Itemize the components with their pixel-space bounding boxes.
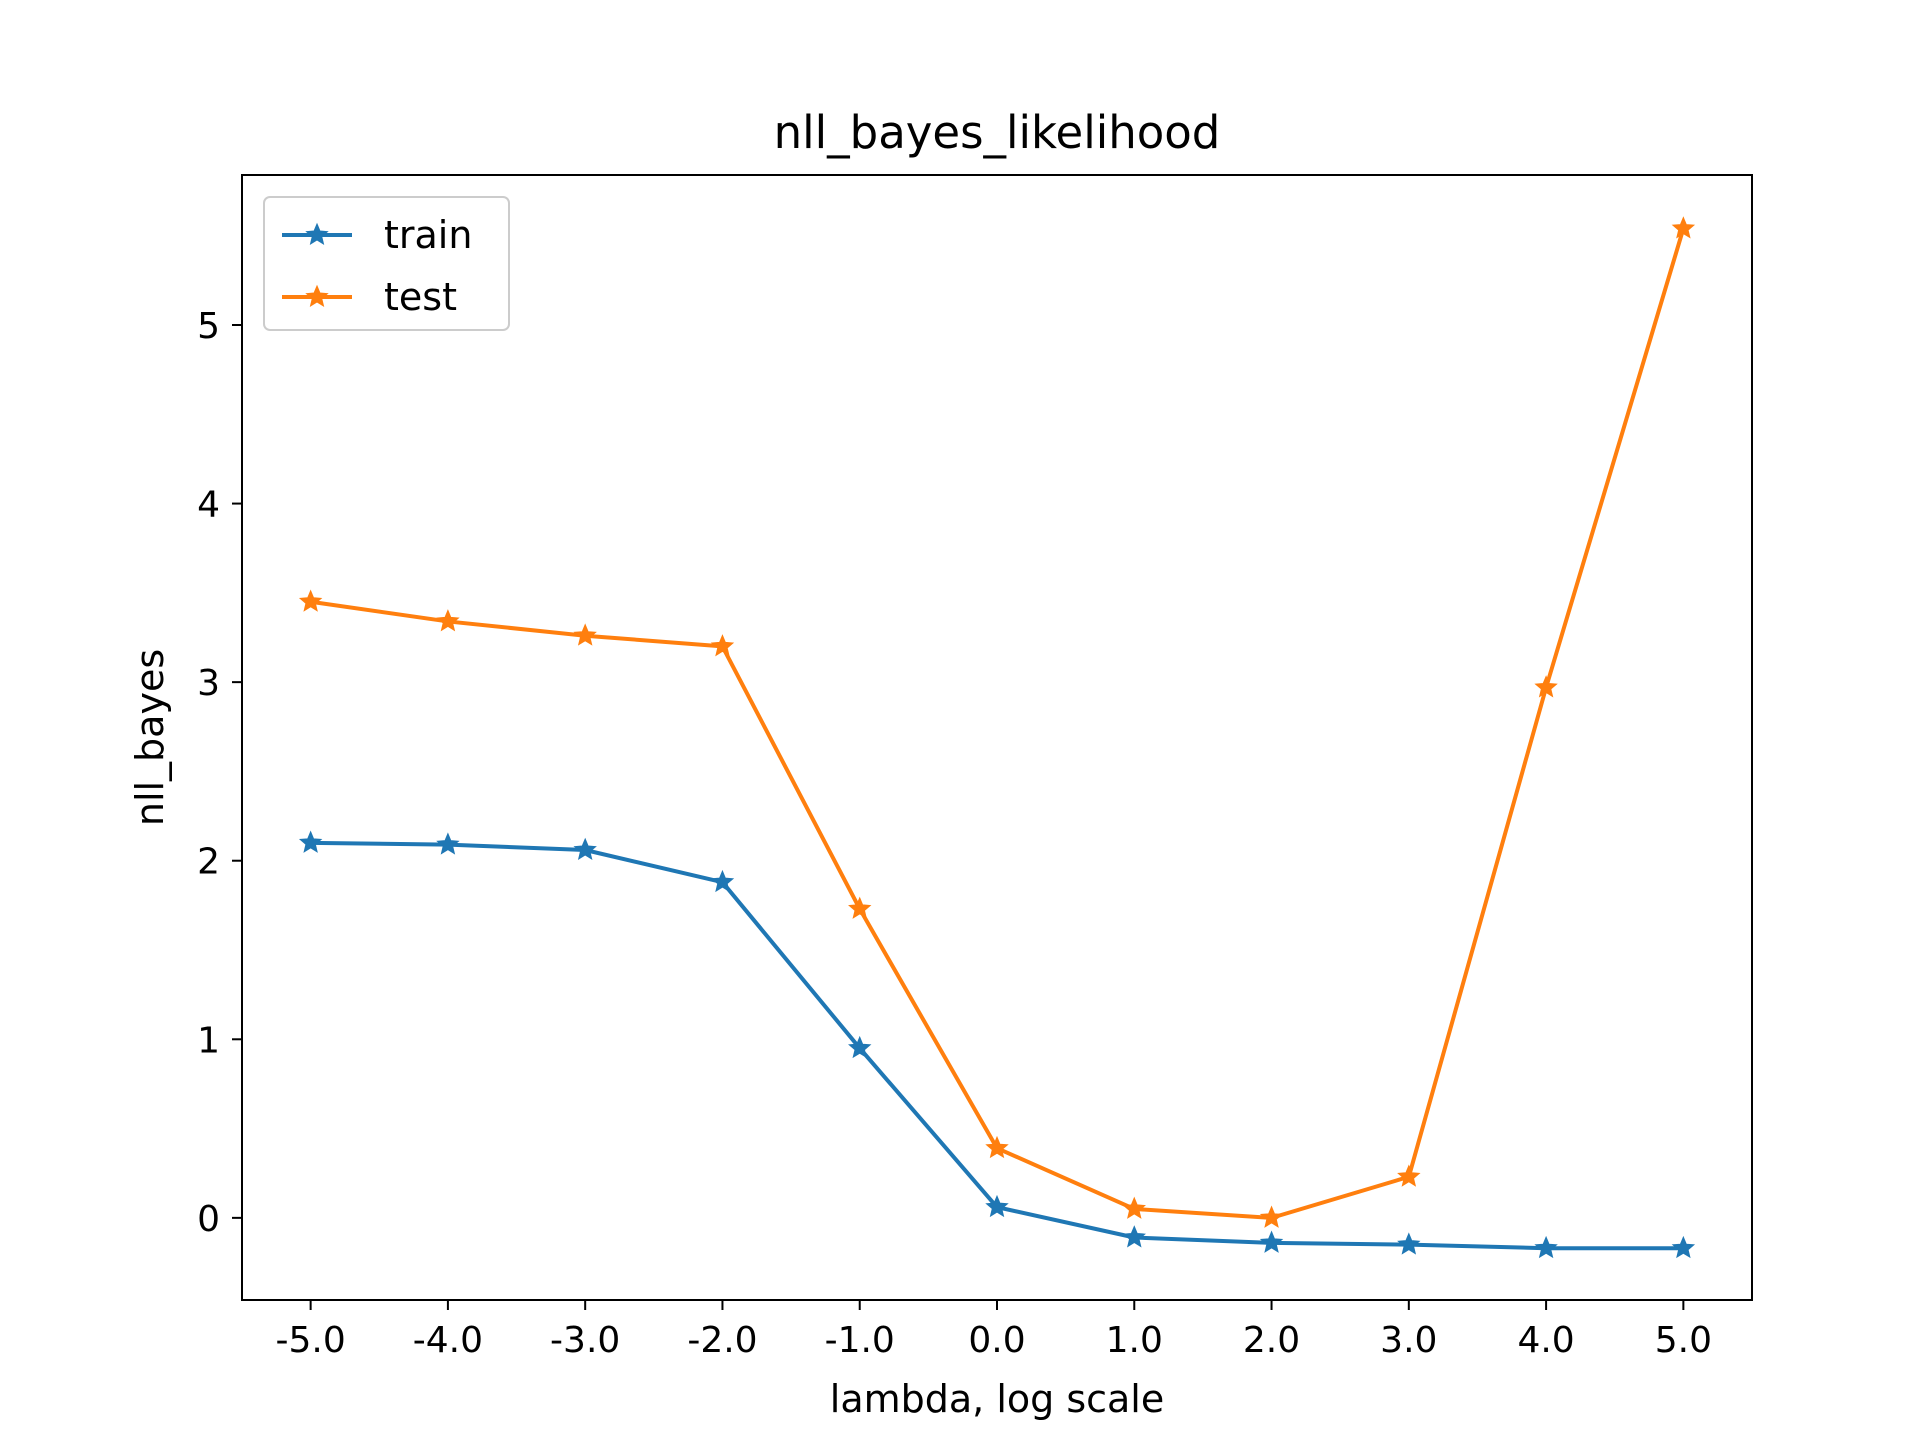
data-point-train	[298, 830, 323, 853]
y-tick-label: 0	[197, 1199, 220, 1240]
legend: train test	[263, 196, 510, 331]
x-tick-label: 5.0	[1655, 1320, 1712, 1361]
data-point-train	[848, 1035, 872, 1059]
x-tick-label: -3.0	[550, 1320, 620, 1361]
data-point-test	[710, 634, 735, 657]
x-tick-label: 3.0	[1380, 1320, 1437, 1361]
series-line-train	[310, 840, 1684, 1251]
x-tick-label: 2.0	[1243, 1320, 1300, 1361]
data-point-train	[710, 869, 735, 893]
series-test	[298, 216, 1696, 1228]
legend-label: test	[384, 275, 457, 319]
x-tick-label: -2.0	[687, 1320, 757, 1361]
chart-title: nll_bayes_likelihood	[774, 106, 1221, 159]
x-tick-label: -1.0	[825, 1320, 895, 1361]
data-point-train	[573, 837, 597, 860]
y-tick-label: 3	[197, 663, 220, 704]
data-point-test	[985, 1135, 1009, 1159]
data-point-test	[436, 609, 460, 632]
x-tick-label: -5.0	[276, 1320, 346, 1361]
data-point-train	[436, 832, 460, 855]
data-point-test	[298, 589, 323, 612]
x-axis-label: lambda, log scale	[830, 1377, 1164, 1421]
data-point-test	[1259, 1205, 1284, 1228]
legend-swatch-marker	[305, 222, 329, 245]
legend-label: train	[384, 213, 472, 257]
plot-frame	[241, 174, 1753, 1301]
x-tick-label: 4.0	[1517, 1320, 1574, 1361]
y-tick-label: 2	[197, 842, 220, 883]
y-tick-label: 5	[197, 306, 220, 347]
data-point-train	[1397, 1232, 1421, 1255]
x-axis: -5.0 -4.0 -3.0 -2.0 -1.0 0.0 1.0 2.0 3.0 4.0 5.0	[276, 1300, 1712, 1361]
data-point-train	[985, 1194, 1009, 1218]
data-point-test	[1534, 675, 1558, 698]
data-point-test	[1671, 216, 1696, 239]
data-point-test	[1122, 1196, 1146, 1219]
plot-area	[241, 174, 1753, 1301]
data-point-test	[1397, 1164, 1421, 1187]
data-point-train	[1534, 1235, 1558, 1259]
y-tick-label: 1	[197, 1020, 220, 1061]
y-axis: 0 1 2 3 4 5	[197, 306, 242, 1240]
x-tick-label: -4.0	[413, 1320, 483, 1361]
series-layer	[298, 216, 1696, 1259]
series-train	[298, 830, 1696, 1259]
x-tick-label: 1.0	[1106, 1320, 1163, 1361]
series-line-test	[310, 227, 1686, 1220]
data-point-test	[573, 623, 597, 646]
legend-item-train: train	[282, 213, 472, 257]
data-point-train	[1671, 1235, 1696, 1259]
data-point-train	[1122, 1225, 1146, 1248]
y-tick-label: 4	[197, 485, 220, 526]
data-point-test	[848, 896, 872, 919]
legend-swatch-marker	[305, 284, 329, 307]
y-axis-label: nll_bayes	[128, 649, 172, 826]
x-tick-label: 0.0	[968, 1320, 1025, 1361]
data-point-train	[1259, 1230, 1284, 1253]
legend-item-test: test	[282, 275, 457, 319]
